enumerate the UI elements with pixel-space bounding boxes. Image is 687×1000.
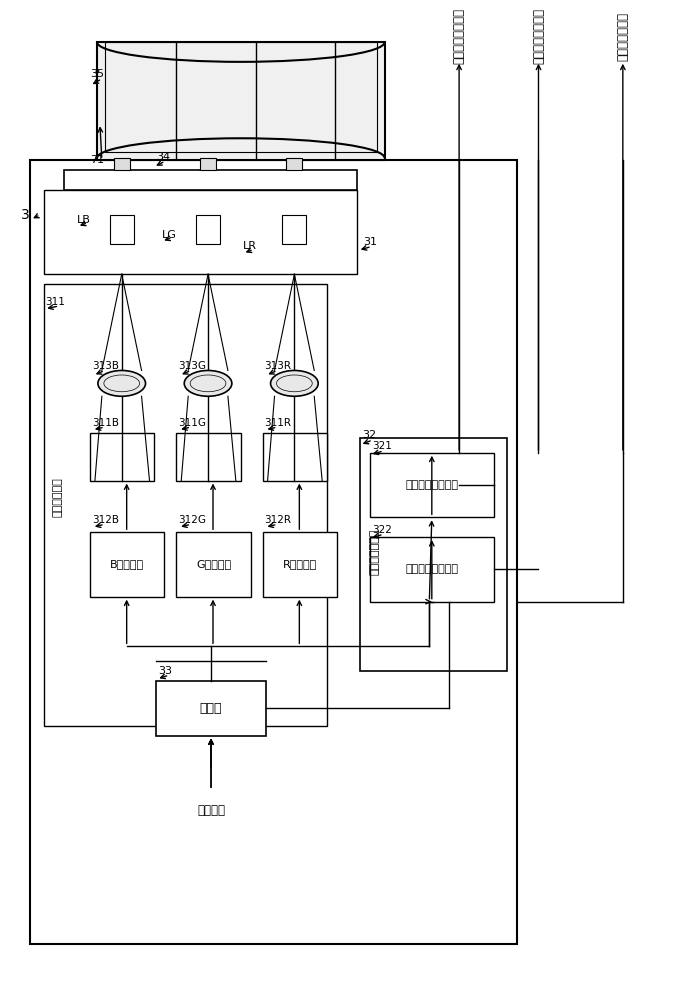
- Bar: [286, 158, 302, 170]
- Text: 控制部: 控制部: [200, 702, 223, 715]
- Bar: [110, 215, 134, 244]
- Text: 3: 3: [21, 208, 30, 222]
- Bar: [105, 42, 376, 152]
- Bar: [30, 160, 517, 944]
- Bar: [97, 42, 385, 160]
- Text: 71: 71: [90, 155, 104, 165]
- Bar: [200, 158, 216, 170]
- Ellipse shape: [98, 370, 146, 396]
- Text: R驱动电路: R驱动电路: [283, 559, 317, 569]
- Bar: [45, 284, 327, 726]
- Text: 312R: 312R: [264, 515, 291, 525]
- Text: 312G: 312G: [179, 515, 206, 525]
- Text: 312B: 312B: [92, 515, 119, 525]
- Bar: [282, 215, 306, 244]
- Text: 311B: 311B: [92, 418, 119, 428]
- Bar: [64, 170, 357, 190]
- Text: 垂直扫描驱动电路: 垂直扫描驱动电路: [405, 564, 458, 574]
- Bar: [360, 438, 507, 671]
- Bar: [370, 537, 494, 602]
- Bar: [177, 433, 241, 481]
- Text: B驱动电路: B驱动电路: [110, 559, 144, 569]
- Text: 313B: 313B: [92, 361, 119, 371]
- Bar: [370, 453, 494, 517]
- Text: 313R: 313R: [264, 361, 291, 371]
- Bar: [177, 532, 251, 597]
- Bar: [157, 681, 266, 736]
- Bar: [90, 433, 155, 481]
- Text: LR: LR: [243, 241, 257, 251]
- Bar: [90, 532, 164, 597]
- Text: 311: 311: [45, 297, 65, 307]
- Text: 水平扫描驱动电路: 水平扫描驱动电路: [405, 480, 458, 490]
- Text: 水平扫描驱动信号: 水平扫描驱动信号: [453, 8, 466, 64]
- Text: 311R: 311R: [264, 418, 291, 428]
- Text: 34: 34: [157, 152, 170, 162]
- Text: 信号光生成部: 信号光生成部: [52, 478, 63, 517]
- Bar: [262, 433, 327, 481]
- Bar: [196, 215, 220, 244]
- Bar: [262, 532, 337, 597]
- Text: LG: LG: [161, 230, 177, 240]
- Text: LB: LB: [77, 215, 91, 225]
- Text: 32: 32: [362, 430, 376, 440]
- Text: G驱动电路: G驱动电路: [196, 559, 231, 569]
- Text: 35: 35: [90, 69, 104, 79]
- Bar: [114, 158, 130, 170]
- Text: 驱动信号生成部: 驱动信号生成部: [370, 529, 380, 575]
- Text: 31: 31: [363, 237, 377, 247]
- Text: 影像信号: 影像信号: [197, 804, 225, 817]
- Ellipse shape: [184, 370, 232, 396]
- Bar: [45, 190, 357, 274]
- Text: 调制器驱动信号: 调制器驱动信号: [616, 12, 629, 61]
- Text: 321: 321: [372, 441, 392, 451]
- Text: 311G: 311G: [179, 418, 206, 428]
- Ellipse shape: [271, 370, 318, 396]
- Text: 33: 33: [159, 666, 172, 676]
- Text: 垂直扫描驱动信号: 垂直扫描驱动信号: [532, 8, 545, 64]
- Text: 313G: 313G: [179, 361, 206, 371]
- Text: 322: 322: [372, 525, 392, 535]
